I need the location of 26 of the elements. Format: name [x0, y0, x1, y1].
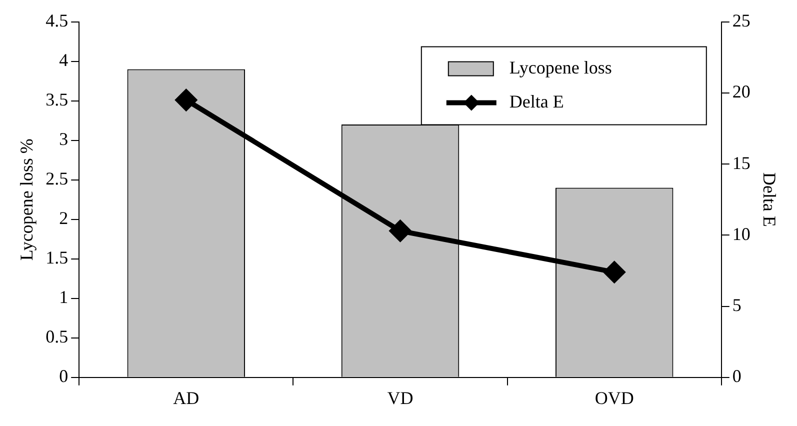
legend-label: Delta E — [509, 92, 564, 112]
y-tick-label: 2.5 — [46, 168, 68, 189]
point — [604, 262, 625, 283]
y2-tick-label: 15 — [732, 152, 750, 173]
y-tick-label: 1 — [59, 287, 68, 308]
y2-axis-title: Delta E — [759, 172, 780, 227]
y2-tick-label: 5 — [732, 295, 742, 316]
y2-tick-label: 25 — [732, 10, 750, 31]
y-tick-label: 0.5 — [46, 326, 68, 347]
point — [390, 220, 411, 242]
y-tick-label: 1.5 — [46, 248, 68, 268]
x-tick-label: VD — [387, 388, 414, 408]
y-tick-label: 0 — [59, 366, 68, 386]
point — [176, 90, 197, 111]
legend-label: Lycopene loss — [509, 58, 612, 78]
y-axis-title: Lycopene loss % — [16, 138, 37, 261]
y-tick-label: 3.5 — [46, 90, 68, 110]
x-tick-label: AD — [173, 388, 200, 408]
y-tick-label: 4.5 — [46, 10, 68, 31]
y2-tick-label: 10 — [732, 224, 750, 244]
y2-tick-label: 20 — [732, 82, 750, 102]
y-tick-label: 4 — [59, 50, 68, 70]
x-tick-label: OVD — [594, 388, 634, 408]
y2-tick-label: 0 — [732, 366, 742, 386]
y-tick-label: 3 — [59, 129, 68, 150]
y-tick-label: 2 — [59, 208, 68, 228]
